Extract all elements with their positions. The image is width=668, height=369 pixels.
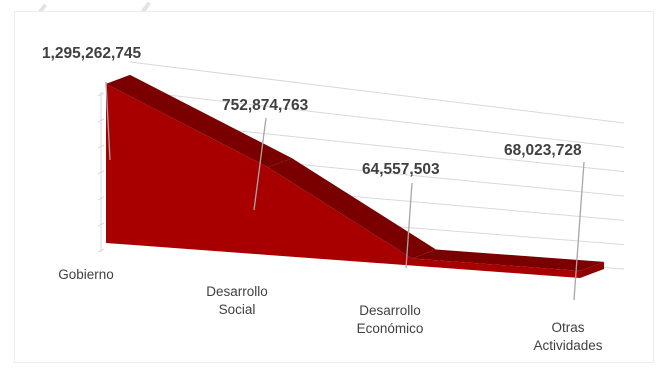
axis-tick (97, 222, 105, 227)
data-label: 1,295,262,745 (42, 45, 142, 62)
area-side-face (580, 261, 604, 278)
leader-line (405, 182, 413, 269)
category-label-line: Actividades (533, 338, 602, 353)
category-label-line: Económico (357, 321, 424, 336)
area-top-surface (412, 249, 604, 271)
data-label: 752,874,763 (222, 97, 309, 114)
leader-lines (105, 81, 585, 301)
area-front-face (106, 83, 580, 278)
axis-tick (97, 196, 105, 201)
data-labels: 1,295,262,745 752,874,763 64,557,503 68,023… (42, 45, 582, 178)
gridline (129, 90, 625, 148)
category-label: Desarrollo Social (206, 284, 268, 317)
leader-line (573, 161, 585, 301)
category-label: Desarrollo Económico (357, 303, 424, 336)
axis-tick (97, 118, 105, 123)
data-label: 64,557,503 (362, 161, 440, 178)
category-label: Otras Actividades (533, 320, 602, 353)
area-series (106, 74, 604, 278)
axis-tick (97, 92, 105, 97)
leader-line (253, 117, 267, 211)
axis-tick (97, 170, 105, 175)
gridline (129, 61, 625, 124)
leader-line (105, 81, 111, 161)
axis-tick (97, 144, 105, 149)
category-label-line: Desarrollo (359, 303, 421, 318)
category-label-line: Social (219, 302, 256, 317)
category-axis-labels: Gobierno Desarrollo Social Desarrollo Económ… (58, 267, 603, 353)
area-top-surface (106, 74, 292, 168)
category-label-line: Gobierno (58, 267, 114, 282)
axis-tick (97, 248, 105, 253)
category-label: Gobierno (58, 267, 114, 282)
data-label: 68,023,728 (504, 142, 582, 159)
category-label-line: Otras (551, 320, 584, 335)
area-top-surface (268, 158, 436, 259)
category-label-line: Desarrollo (206, 284, 268, 299)
